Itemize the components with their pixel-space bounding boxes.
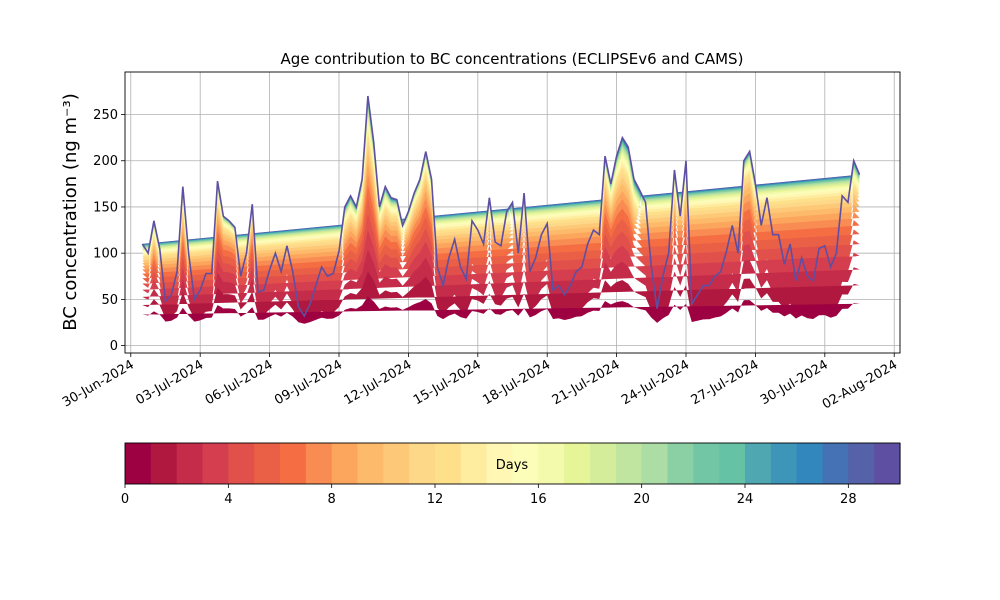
colorbar-bin [796,443,824,484]
colorbar-bin [125,443,152,484]
x-tick-label: 15-Jul-2024 [411,357,484,408]
colorbar-bin [357,443,384,484]
colorbar-bin [590,443,617,484]
colorbar-bin [435,443,462,484]
colorbar-bin [228,443,255,484]
colorbar: Days 0 4 8 12 16 20 24 28 [121,442,901,507]
colorbar-frame [124,442,901,485]
colorbar-bin [667,443,694,484]
colorbar-bin [538,443,565,484]
colorbar-bin [770,443,798,484]
y-tick-label: 50 [101,293,118,308]
colorbar-bins [125,443,901,484]
colorbar-tick-label: 16 [530,492,547,507]
colorbar-bin [486,443,514,484]
colorbar-bin [641,443,669,484]
stacked-age-areas [142,96,860,324]
x-tick-label: 06-Jul-2024 [203,357,276,408]
y-tick-label: 100 [93,247,118,262]
x-tick-label: 02-Aug-2024 [820,357,900,412]
age-bin-area [142,271,860,323]
plot-frame [124,71,901,354]
colorbar-tick-label: 28 [840,492,857,507]
colorbar-bin [615,443,643,484]
age-bin-area [142,296,860,324]
colorbar-bin [512,443,539,484]
colorbar-tick-label: 8 [328,492,336,507]
x-tick-label: 24-Jul-2024 [619,357,692,408]
colorbar-bin [202,443,229,484]
colorbar-bin [383,443,410,484]
y-tick-label: 250 [93,108,118,123]
colorbar-bin [305,443,333,484]
colorbar-tick-label: 12 [427,492,444,507]
colorbar-tick-label: 4 [224,492,232,507]
x-axis-ticks: 30-Jun-202403-Jul-202406-Jul-202409-Jul-… [60,353,900,413]
y-tick-label: 150 [93,200,118,215]
colorbar-bin [254,443,281,484]
colorbar-bin [280,443,307,484]
colorbar-bin [693,443,720,484]
x-tick-label: 18-Jul-2024 [480,357,553,408]
y-axis-ticks: 0 50 100 150 200 250 [93,108,125,354]
y-axis-label: BC concentration (ng m⁻³) [60,93,81,331]
colorbar-label: Days [496,458,529,473]
colorbar-tick-label: 24 [737,492,754,507]
x-tick-label: 21-Jul-2024 [550,357,623,408]
x-tick-label: 12-Jul-2024 [342,357,415,408]
colorbar-bin [460,443,488,484]
x-tick-label: 27-Jul-2024 [689,357,762,408]
colorbar-ticks: 0 4 8 12 16 20 24 28 [121,484,857,507]
colorbar-tick-label: 20 [633,492,650,507]
colorbar-bin [176,443,204,484]
colorbar-bin [848,443,875,484]
chart-title: Age contribution to BC concentrations (E… [281,50,744,68]
plot-area: 0 50 100 150 200 250 30-Jun-202403-Jul-202406… [60,71,901,413]
colorbar-bin [564,443,591,484]
colorbar-bin [745,443,772,484]
colorbar-bin [874,443,901,484]
x-tick-label: 30-Jun-2024 [60,357,137,410]
x-tick-label: 09-Jul-2024 [272,357,345,408]
total-concentration-line [141,95,861,318]
x-tick-label: 03-Jul-2024 [133,357,206,408]
y-tick-label: 200 [93,154,118,169]
colorbar-bin [331,443,359,484]
colorbar-bin [719,443,746,484]
colorbar-bin [822,443,849,484]
y-tick-label: 0 [110,339,118,354]
colorbar-tick-label: 0 [121,492,129,507]
colorbar-bin [409,443,436,484]
colorbar-bin [150,443,178,484]
